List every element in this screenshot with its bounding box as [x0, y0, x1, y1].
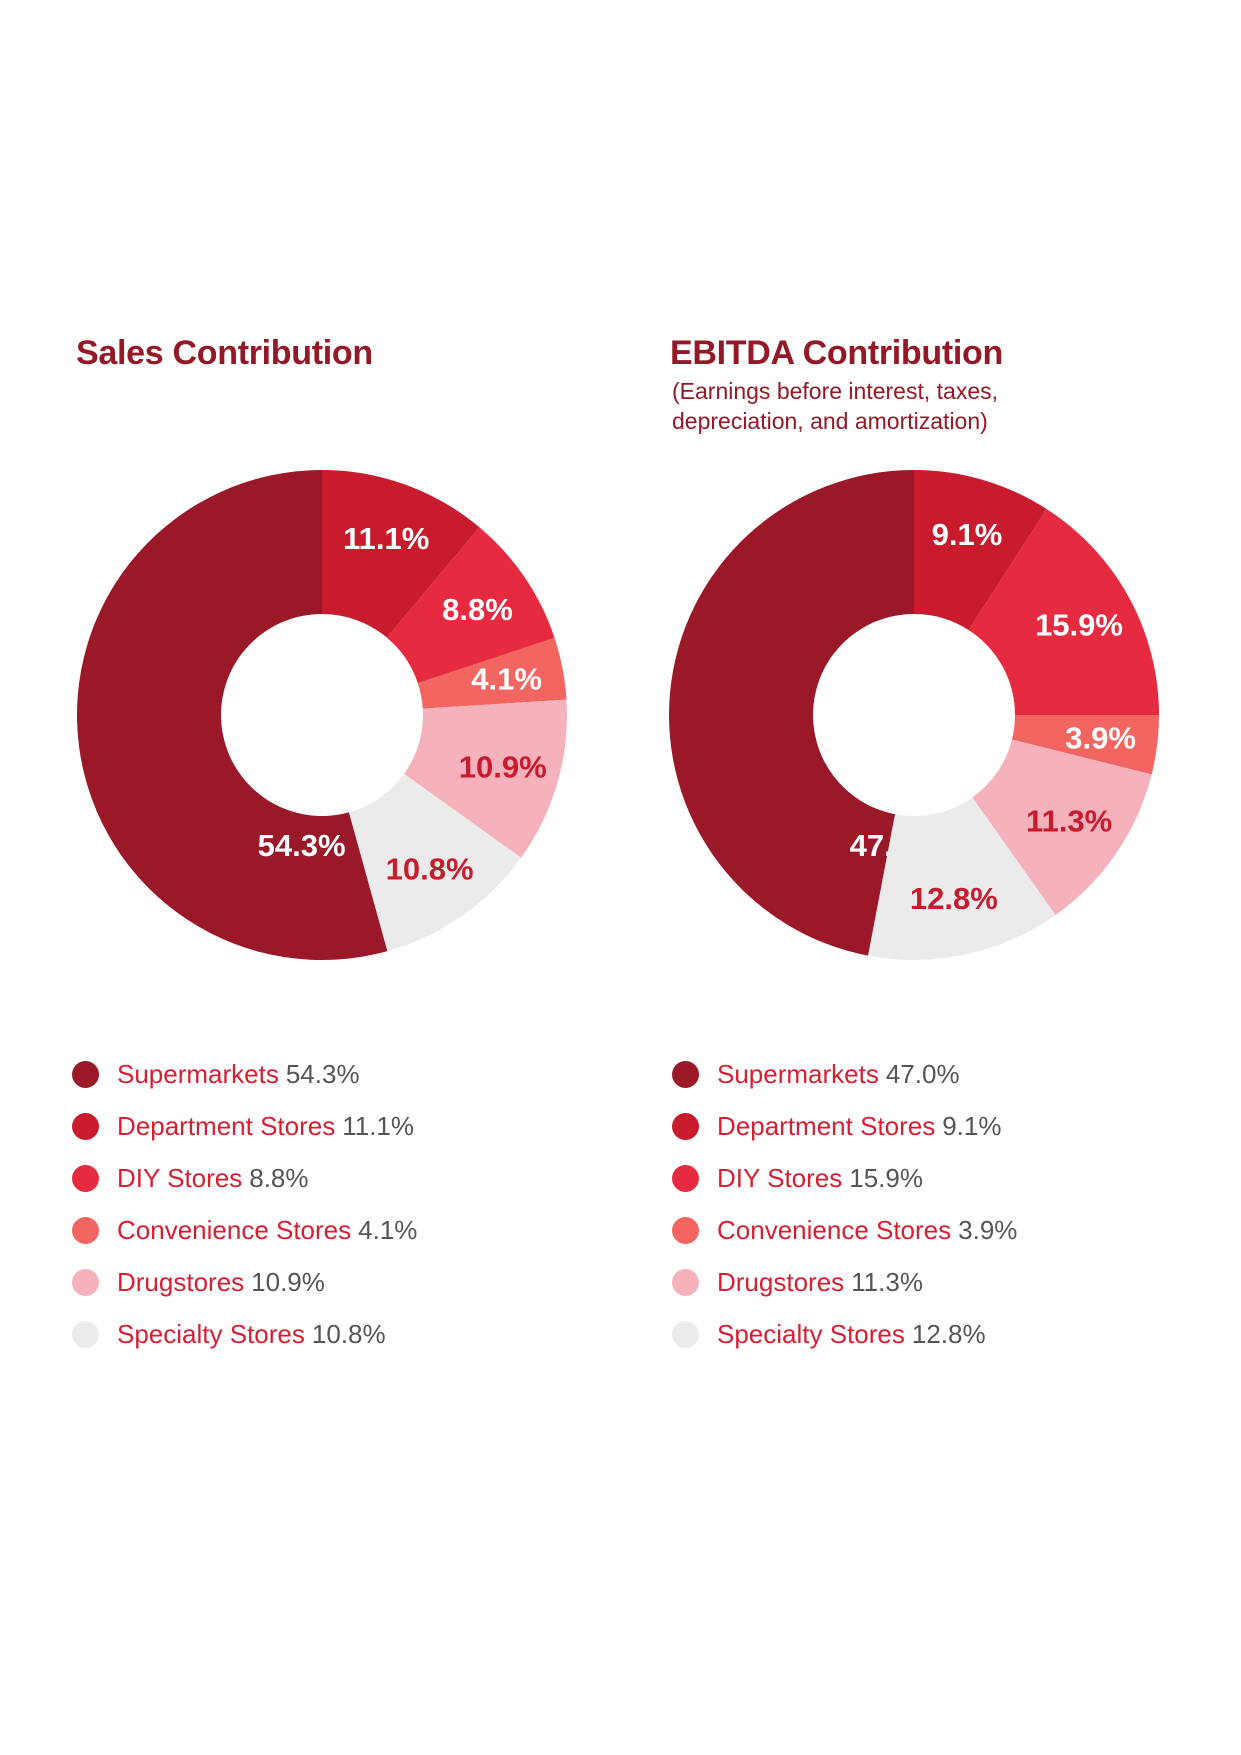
sales-contribution-panel: Sales Contribution 54.3% 11.1% 8.8% 4.1% 10.… — [0, 0, 620, 1755]
slice-drugstores — [972, 739, 1152, 916]
legend-swatch — [672, 1320, 699, 1348]
value-label-convenience-stores: 4.1% — [471, 662, 542, 697]
value-label-drugstores: 11.3% — [1026, 804, 1112, 839]
legend-label: Drugstores — [717, 1266, 845, 1297]
chart-subtitle: (Earnings before interest, taxes, deprec… — [672, 376, 998, 436]
legend-swatch — [72, 1320, 99, 1348]
legend-swatch — [672, 1060, 699, 1088]
chart-title: EBITDA Contribution — [670, 334, 1003, 372]
legend-item-department-stores: Department Stores 9.1% — [672, 1100, 1017, 1152]
legend-value: 4.1% — [358, 1214, 418, 1245]
legend-item-specialty-stores: Specialty Stores 10.8% — [72, 1308, 417, 1360]
legend-label: Specialty Stores — [117, 1318, 305, 1349]
slice-supermarkets — [76, 470, 388, 960]
value-label-department-stores: 9.1% — [932, 517, 1003, 552]
legend-swatch — [72, 1268, 99, 1296]
legend-item-specialty-stores: Specialty Stores 12.8% — [672, 1308, 1017, 1360]
legend-label: Supermarkets — [117, 1058, 279, 1089]
value-label-specialty-stores: 10.8% — [386, 852, 474, 887]
legend-value: 9.1% — [942, 1110, 1002, 1141]
value-label-department-stores: 11.1% — [343, 521, 429, 556]
legend-label: Department Stores — [117, 1110, 336, 1141]
chart-title: Sales Contribution — [76, 334, 373, 372]
legend-swatch — [72, 1112, 99, 1140]
legend-item-convenience-stores: Convenience Stores 4.1% — [72, 1204, 417, 1256]
legend: Supermarkets 47.0% Department Stores 9.1% DI… — [672, 1048, 1017, 1360]
ebitda-donut-chart: 47.0%9.1%15.9%3.9%11.3%12.8% — [669, 470, 1159, 960]
legend-label: Drugstores — [117, 1266, 245, 1297]
legend-swatch — [672, 1112, 699, 1140]
chart-subtitle-line: (Earnings before interest, taxes, — [672, 378, 998, 404]
slice-supermarkets — [669, 470, 914, 956]
legend-value: 10.9% — [251, 1266, 325, 1297]
value-label-supermarkets: 54.3% — [258, 828, 346, 863]
slice-drugstores — [404, 699, 567, 858]
legend-label: Convenience Stores — [717, 1214, 952, 1245]
legend-item-drugstores: Drugstores 10.9% — [72, 1256, 417, 1308]
legend-swatch — [72, 1216, 99, 1244]
legend-swatch — [672, 1268, 699, 1296]
legend-item-department-stores: Department Stores 11.1% — [72, 1100, 417, 1152]
slice-department-stores — [322, 470, 480, 638]
legend-label: Specialty Stores — [717, 1318, 905, 1349]
legend-value: 11.1% — [342, 1110, 415, 1141]
slice-diy-stores — [968, 508, 1159, 715]
legend-item-supermarkets: Supermarkets 47.0% — [672, 1048, 1017, 1100]
slice-convenience-stores — [417, 637, 567, 709]
legend: Supermarkets 54.3% Department Stores 11.1% D… — [72, 1048, 417, 1360]
legend-item-convenience-stores: Convenience Stores 3.9% — [672, 1204, 1017, 1256]
legend-label: DIY Stores — [717, 1162, 843, 1193]
value-label-drugstores: 10.9% — [459, 749, 547, 784]
sales-donut-chart: 54.3% 11.1% 8.8% 4.1% 10.9% 10.8% — [76, 470, 567, 960]
legend-label: Convenience Stores — [117, 1214, 352, 1245]
legend-swatch — [672, 1216, 699, 1244]
legend-label: Department Stores — [717, 1110, 936, 1141]
legend-swatch — [672, 1164, 699, 1192]
slice-convenience-stores — [1011, 715, 1159, 775]
legend-value: 3.9% — [958, 1214, 1018, 1245]
legend-item-diy-stores: DIY Stores 15.9% — [672, 1152, 1017, 1204]
value-label-specialty-stores: 12.8% — [910, 881, 998, 916]
legend-value: 47.0% — [885, 1058, 960, 1089]
legend-label: DIY Stores — [117, 1162, 243, 1193]
legend-swatch — [72, 1164, 99, 1192]
legend-swatch — [72, 1060, 99, 1088]
slice-department-stores — [914, 470, 1047, 631]
legend-item-drugstores: Drugstores 11.3% — [672, 1256, 1017, 1308]
legend-value: 10.8% — [311, 1318, 386, 1349]
slice-diy-stores — [386, 527, 555, 684]
legend-value: 54.3% — [285, 1058, 360, 1089]
legend-item-diy-stores: DIY Stores 8.8% — [72, 1152, 417, 1204]
slice-specialty-stores — [868, 797, 1056, 960]
legend-item-supermarkets: Supermarkets 54.3% — [72, 1048, 417, 1100]
value-label-convenience-stores: 3.9% — [1065, 720, 1136, 755]
legend-value: 12.8% — [911, 1318, 986, 1349]
legend-value: 11.3% — [851, 1266, 923, 1297]
legend-value: 15.9% — [849, 1162, 923, 1193]
value-label-diy-stores: 8.8% — [442, 592, 513, 627]
legend-label: Supermarkets — [717, 1058, 879, 1089]
chart-subtitle-line: depreciation, and amortization) — [672, 408, 988, 434]
legend-value: 8.8% — [249, 1162, 309, 1193]
value-label-diy-stores: 15.9% — [1035, 607, 1123, 642]
slice-specialty-stores — [348, 773, 522, 952]
ebitda-contribution-panel: EBITDA Contribution (Earnings before int… — [620, 0, 1240, 1755]
